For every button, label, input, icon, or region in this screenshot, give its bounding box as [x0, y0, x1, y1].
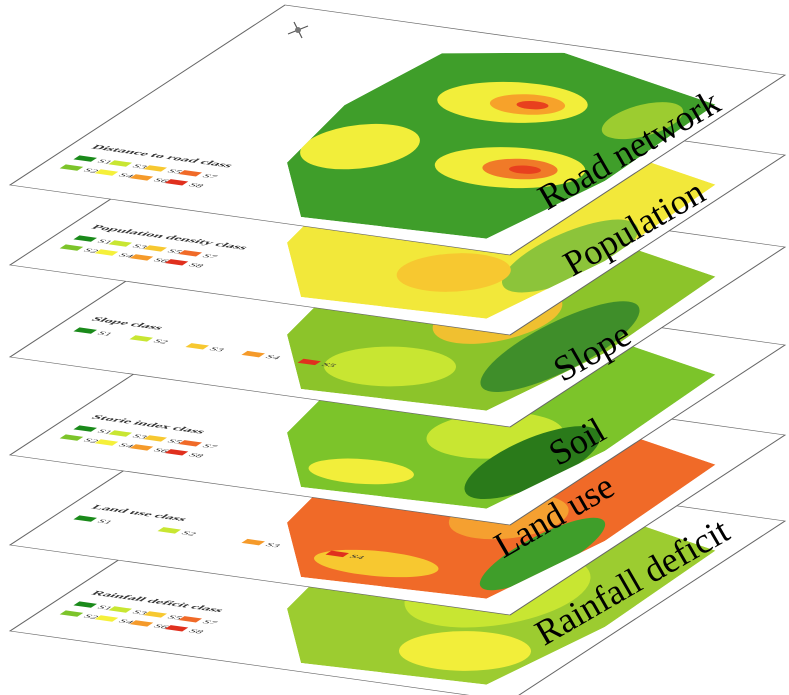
layer-stack-diagram: Rainfall deficit classS1S2S3S4S5S6S7S8La…	[0, 0, 789, 695]
